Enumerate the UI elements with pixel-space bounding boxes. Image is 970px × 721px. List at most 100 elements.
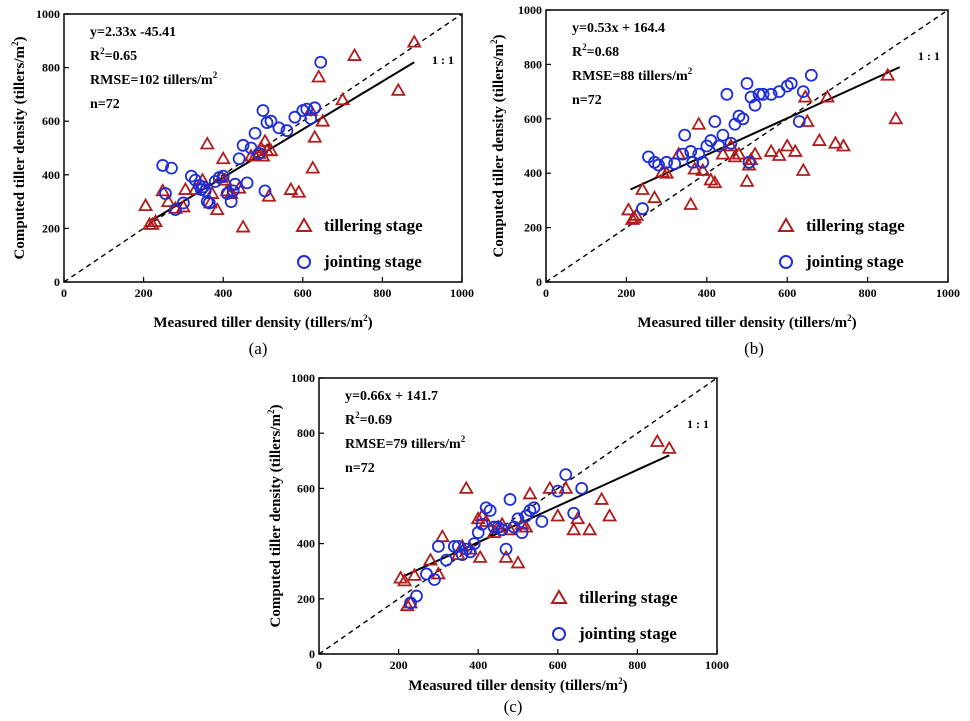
jointing-point [535,515,549,528]
tillering-point [138,197,154,212]
tillering-point [434,528,450,543]
jointing-point [248,126,262,140]
jointing-point [495,523,509,537]
tillering-point [291,184,307,198]
tillering-point [582,521,598,536]
tillering-point [827,135,843,149]
y-tick-label: 0 [536,275,542,289]
tillering-point [478,513,494,527]
y-tick-label: 0 [54,275,60,289]
jointing-point [559,468,573,482]
tillering-point [257,133,273,147]
tillering-point [880,67,896,81]
x-tick-label: 0 [316,658,322,672]
x-tick-label: 1000 [936,286,960,300]
tillering-point [263,142,279,157]
jointing-point [165,161,178,175]
tillering-point [472,549,488,563]
jointing-point [280,124,294,137]
jointing-point [499,542,513,556]
tillering-point [307,129,323,143]
jointing-point [169,203,182,217]
jointing-point [668,157,682,171]
panel-c: 0 200 400 600 800 1000 0 200 400 600 800 1000 1 : 1 y… [266,371,729,716]
jointing-point [308,101,322,115]
jointing-point [439,553,453,567]
jointing-point [447,539,461,553]
tillering-point [779,138,795,152]
jointing-point [228,177,242,191]
jointing-point [420,567,433,581]
tillering-point [594,491,610,505]
tillering-point [715,146,731,160]
y-tick-label: 800 [42,61,60,75]
sample-count: n=72 [90,97,120,112]
jointing-point [756,87,770,101]
jointing-point [696,155,710,169]
y-tick-label: 0 [309,647,315,661]
panel-label: (b) [744,339,764,358]
jointing-point [431,539,445,553]
jointing-point [226,184,240,198]
tillering-point [283,181,299,195]
jointing-point [784,77,798,90]
y-tick-label: 800 [297,426,315,440]
x-tick-label: 800 [628,658,646,672]
tillering-point [888,110,904,125]
legend-jointing: jointing stage [578,624,677,643]
legend-tillering: tillering stage [806,216,905,235]
y-tick-label: 600 [524,112,542,126]
tillering-point [235,219,251,233]
jointing-point [256,104,270,117]
tillering-point [787,143,803,157]
jointing-point [676,147,690,161]
one-to-one-label: 1 : 1 [432,53,454,67]
legend-jointing: jointing stage [805,252,904,271]
tillering-point [763,143,779,157]
tillering-point [727,149,743,163]
tillering-point [390,82,406,96]
tillering-point [311,69,327,83]
jointing-point [752,87,766,101]
tillering-point [346,47,363,61]
y-tick-label: 400 [42,168,60,182]
tillering-point [731,146,747,160]
r-squared: R2=0.65 [90,46,137,64]
plot-frame [63,13,463,283]
sample-count: n=72 [572,93,602,108]
legend-circle-icon [297,255,311,269]
tillering-point [177,181,193,195]
tillering-point [160,193,176,208]
jointing-point [720,87,734,101]
regression-equation: y=0.53x + 164.4 [572,21,665,36]
tillering-point [498,549,514,563]
tillering-point [739,173,755,187]
jointing-point [240,176,254,190]
jointing-point [804,68,818,82]
y-axis-title: Computed tiller density (tillers/m2) [489,35,507,258]
legend-triangle-icon [777,217,795,232]
jointing-point [660,155,673,169]
jointing-point [475,517,489,531]
y-tick-label: 200 [42,221,60,235]
x-tick-label: 800 [859,286,877,300]
jointing-point [236,138,250,152]
tillering-point [305,160,321,174]
x-tick-label: 1000 [450,286,474,300]
tillering-point [634,181,651,195]
x-tick-label: 600 [549,658,567,672]
tillering-point [199,136,215,150]
y-tick-label: 600 [42,114,60,128]
rmse: RMSE=79 tillers/m2 [345,434,466,452]
legend-triangle-icon [550,589,568,604]
legend-tillering: tillering stage [579,588,678,607]
tillering-point [723,138,739,152]
one-to-one-label: 1 : 1 [918,49,940,63]
fit-line [402,454,670,578]
tillering-point [458,480,474,494]
x-tick-label: 0 [61,286,67,300]
tillering-point [399,597,415,612]
tillering-point [215,150,231,165]
jointing-point [742,155,756,169]
one-to-one-line [63,13,463,283]
